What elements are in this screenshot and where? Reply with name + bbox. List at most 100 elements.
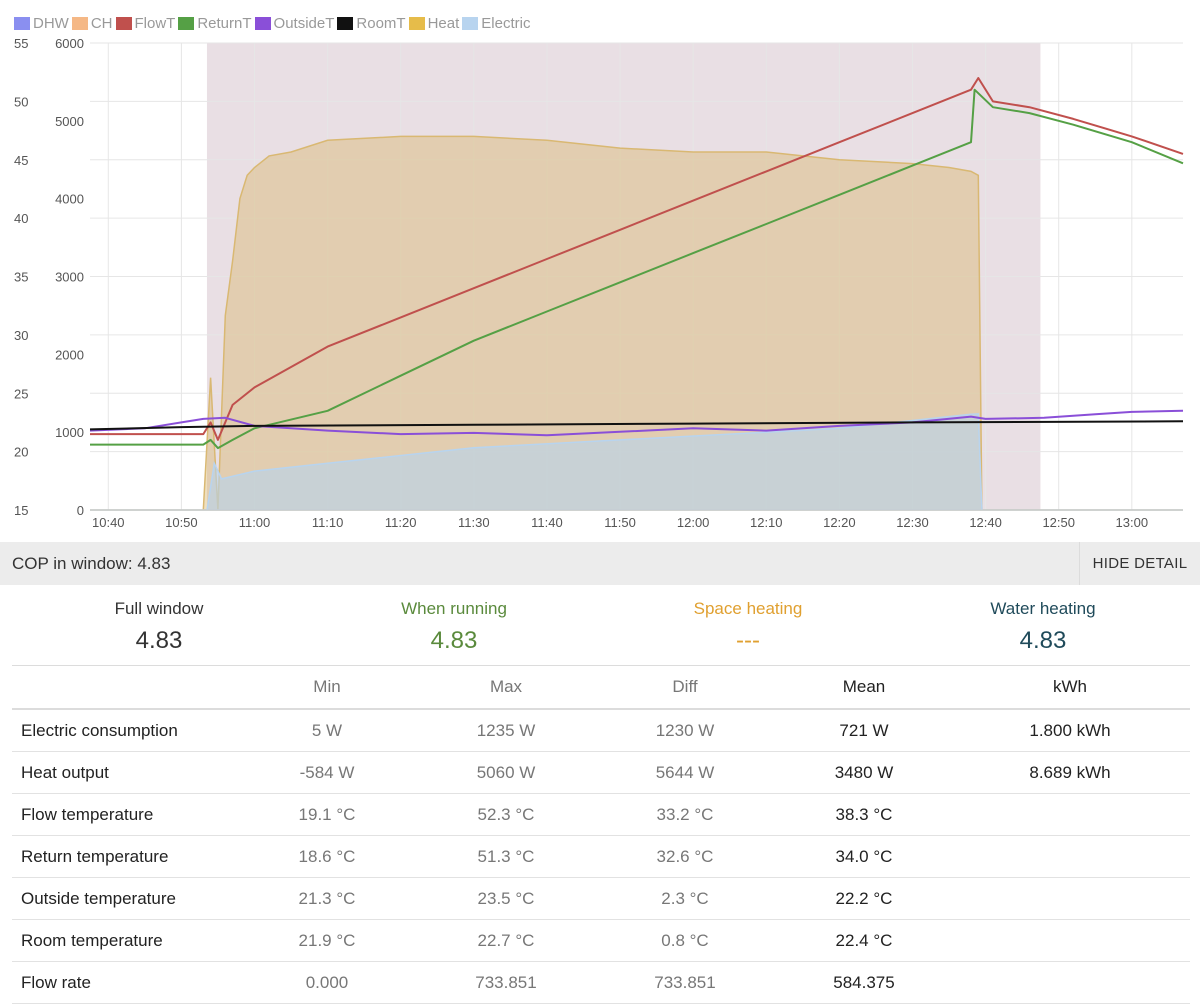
x-tick-label: 11:30 <box>458 515 490 530</box>
cop-in-window-label: COP in window: 4.83 <box>12 554 171 573</box>
legend-label: FlowT <box>134 14 176 32</box>
mean-cell: 721 W <box>778 709 950 752</box>
y-left-tick-label: 15 <box>14 503 28 518</box>
kwh-cell <box>950 919 1190 962</box>
x-tick-label: 11:10 <box>312 515 344 530</box>
x-tick-label: 12:20 <box>823 515 856 530</box>
tab-water-heating[interactable]: Water heating 4.83 <box>896 587 1190 665</box>
legend-label: CH <box>90 14 113 32</box>
kwh-cell: 1.800 kWh <box>950 709 1190 752</box>
tab-when-running[interactable]: When running 4.83 <box>307 587 601 665</box>
x-tick-label: 11:40 <box>531 515 563 530</box>
mean-cell: 22.2 °C <box>778 877 950 920</box>
legend-item-roomt[interactable]: RoomT <box>337 15 408 32</box>
mean-cell: 584.375 <box>778 961 950 1004</box>
legend-item-returnt[interactable]: ReturnT <box>178 15 254 32</box>
header-cell: Diff <box>592 665 778 710</box>
y-power-tick-label: 5000 <box>55 114 84 129</box>
tab-cop-value: 4.83 <box>1019 627 1067 654</box>
max-cell: 733.851 <box>420 961 592 1004</box>
y-left-tick-label: 30 <box>14 328 28 343</box>
legend-item-flowt[interactable]: FlowT <box>115 14 179 32</box>
diff-cell: 733.851 <box>592 961 778 1004</box>
legend-label: RoomT <box>356 14 406 32</box>
legend-item-ch[interactable]: CH <box>71 14 116 32</box>
max-cell: 22.7 °C <box>420 919 592 962</box>
y-left-tick-label: 35 <box>14 270 28 285</box>
y-left-tick-label: 55 <box>14 36 28 51</box>
min-cell: 0.000 <box>234 961 420 1004</box>
series-returnt-line <box>90 88 1184 450</box>
y-power-tick-label: 2000 <box>55 347 84 362</box>
y-power-tick-label: 0 <box>77 503 84 518</box>
row-label: Room temperature <box>12 919 234 962</box>
max-cell: 23.5 °C <box>420 877 592 920</box>
legend-swatch <box>462 16 479 30</box>
min-cell: 21.9 °C <box>234 919 420 962</box>
diff-cell: 33.2 °C <box>592 793 778 836</box>
x-tick-label: 12:50 <box>1042 515 1075 530</box>
table-row: Outside temperature 21.3 °C 23.5 °C 2.3 … <box>12 877 1190 920</box>
diff-cell: 0.8 °C <box>592 919 778 962</box>
min-cell: 5 W <box>234 709 420 752</box>
tab-space-heating[interactable]: Space heating --- <box>601 587 895 665</box>
legend-swatch <box>71 16 88 30</box>
legend-item-dhw[interactable]: DHW <box>14 15 72 32</box>
legend-swatch <box>115 16 132 30</box>
kwh-cell <box>950 835 1190 878</box>
x-tick-label: 11:20 <box>385 515 417 530</box>
series-electric-area <box>90 413 1183 511</box>
stats-table: Min Max Diff Mean kWh Electric consumpti… <box>12 665 1190 1004</box>
series-heat-area <box>90 135 1183 511</box>
y-power-tick-label: 6000 <box>55 36 84 51</box>
kwh-cell <box>950 877 1190 920</box>
row-label: Return temperature <box>12 835 234 878</box>
min-cell: 18.6 °C <box>234 835 420 878</box>
diff-cell: 2.3 °C <box>592 877 778 920</box>
header-cell: Mean <box>778 665 950 710</box>
tab-title: Water heating <box>990 599 1096 618</box>
y-power-tick-label: 3000 <box>55 270 84 285</box>
table-row: Return temperature 18.6 °C 51.3 °C 32.6 … <box>12 835 1190 878</box>
hide-detail-button[interactable]: HIDE DETAIL <box>1079 542 1200 585</box>
mean-cell: 22.4 °C <box>778 919 950 962</box>
y-left-tick-label: 25 <box>14 386 28 401</box>
stats-header-row: Min Max Diff Mean kWh <box>12 665 1190 710</box>
tab-title: When running <box>401 599 507 618</box>
tab-title: Space heating <box>693 599 803 618</box>
x-tick-label: 12:10 <box>750 515 783 530</box>
kwh-cell <box>950 793 1190 836</box>
series-outsidet-line <box>89 409 1184 437</box>
table-row: Heat output -584 W 5060 W 5644 W 3480 W … <box>12 751 1190 794</box>
tab-title: Full window <box>114 599 204 618</box>
max-cell: 52.3 °C <box>420 793 592 836</box>
header-cell: kWh <box>950 665 1190 710</box>
header-cell: Max <box>420 665 592 710</box>
min-cell: 19.1 °C <box>234 793 420 836</box>
tab-full-window[interactable]: Full window 4.83 <box>12 587 306 666</box>
x-tick-label: 11:50 <box>604 515 636 530</box>
cop-tabs: Full window 4.83 When running 4.83 Space… <box>12 587 1190 666</box>
header-cell <box>12 665 234 710</box>
y-left-tick-label: 40 <box>14 211 28 226</box>
tab-cop-value: --- <box>736 627 760 654</box>
y-power-tick-label: 4000 <box>55 192 84 207</box>
legend-item-electric[interactable]: Electric <box>462 15 533 32</box>
legend-item-heat[interactable]: Heat <box>408 15 463 32</box>
min-cell: 21.3 °C <box>234 877 420 920</box>
temperature-power-chart[interactable]: 10:40 10:50 11:00 11:10 11:20 11:30 11:40 11:50… <box>0 0 1200 542</box>
y-left-tick-label: 45 <box>14 153 28 168</box>
legend-swatch <box>408 16 425 30</box>
x-tick-label: 11:00 <box>239 515 271 530</box>
legend-item-outsidet[interactable]: OutsideT <box>254 15 338 32</box>
legend-swatch <box>254 16 271 30</box>
mean-cell: 34.0 °C <box>778 835 950 878</box>
x-tick-label: 12:40 <box>969 515 1002 530</box>
min-cell: -584 W <box>234 751 420 794</box>
y-left-tick-label: 50 <box>14 94 28 109</box>
y-power-tick-label: 1000 <box>55 425 84 440</box>
chart-legend: DHW CH FlowT ReturnT OutsideT RoomT Heat Electr… <box>14 13 533 33</box>
row-label: Heat output <box>12 751 234 794</box>
x-tick-label: 12:30 <box>896 515 929 530</box>
mean-cell: 3480 W <box>778 751 950 794</box>
